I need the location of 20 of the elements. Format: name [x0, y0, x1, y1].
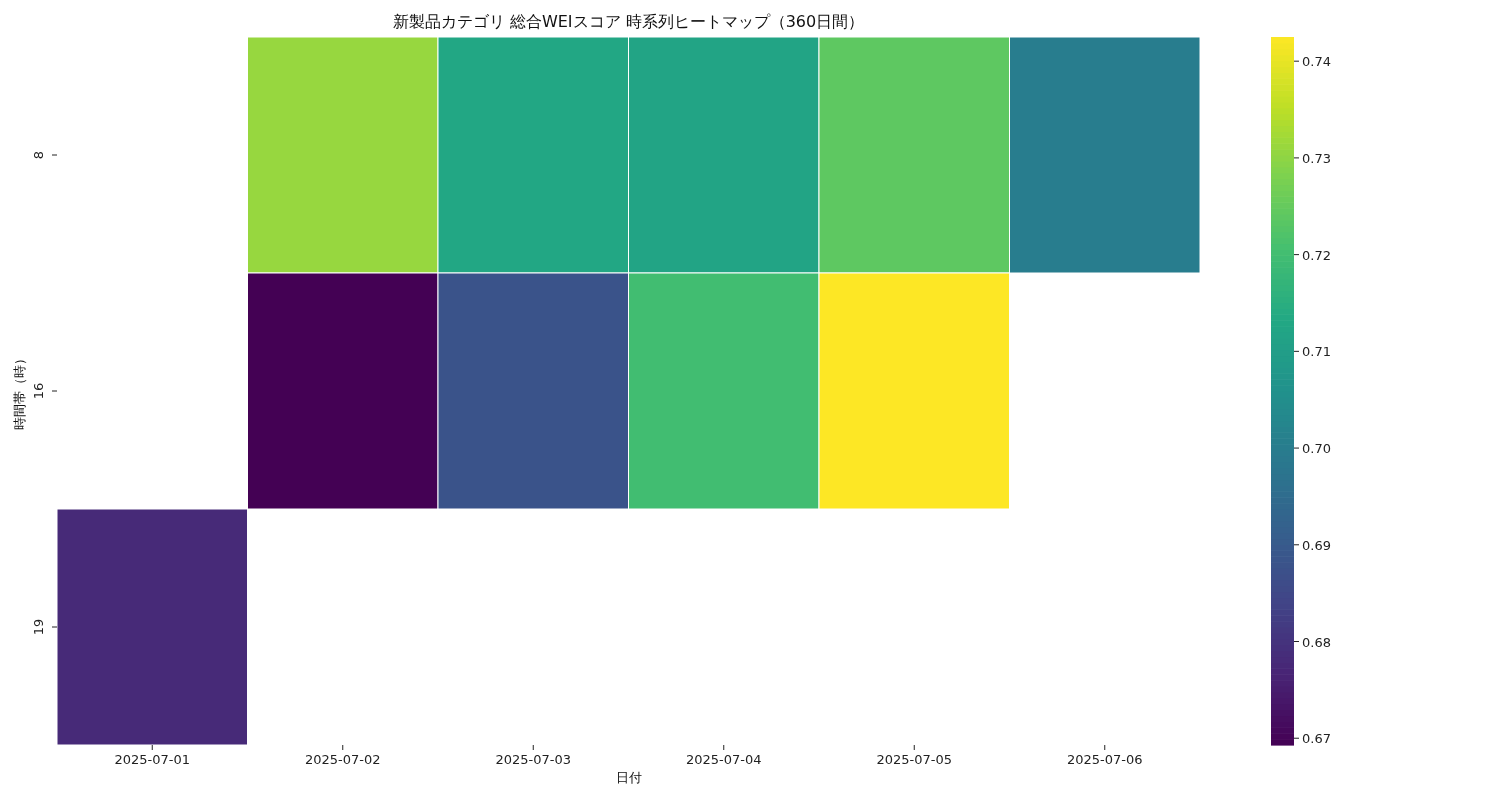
y-tick-label: 19: [31, 618, 46, 636]
chart-title: 新製品カテゴリ 総合WEIスコア 時系列ヒートマップ（360日間）: [392, 12, 865, 31]
color-bar-label: 0.72: [1302, 247, 1331, 263]
color-bar-label: 0.67: [1302, 731, 1331, 747]
x-tick-label: 2025-07-06: [1066, 752, 1143, 767]
color-bar-label: 0.73: [1302, 150, 1331, 166]
color-bar-label: 0.68: [1302, 634, 1331, 650]
x-tick-label: 2025-07-01: [114, 752, 191, 767]
x-tick-label: 2025-07-05: [876, 752, 953, 767]
x-axis-title: 日付: [615, 770, 642, 785]
color-bar-label: 0.70: [1302, 441, 1331, 457]
x-tick-label: 2025-07-02: [304, 752, 381, 767]
x-tick-label: 2025-07-04: [685, 752, 762, 767]
color-bar-label: 0.71: [1302, 344, 1331, 360]
y-tick-label: 8: [31, 150, 46, 160]
y-tick-label: 16: [31, 382, 46, 400]
color-bar-label: 0.74: [1302, 54, 1331, 70]
color-bar-label: 0.69: [1302, 537, 1331, 553]
y-axis-title: 時間帯（時）: [12, 352, 27, 430]
x-tick-label: 2025-07-03: [495, 752, 572, 767]
